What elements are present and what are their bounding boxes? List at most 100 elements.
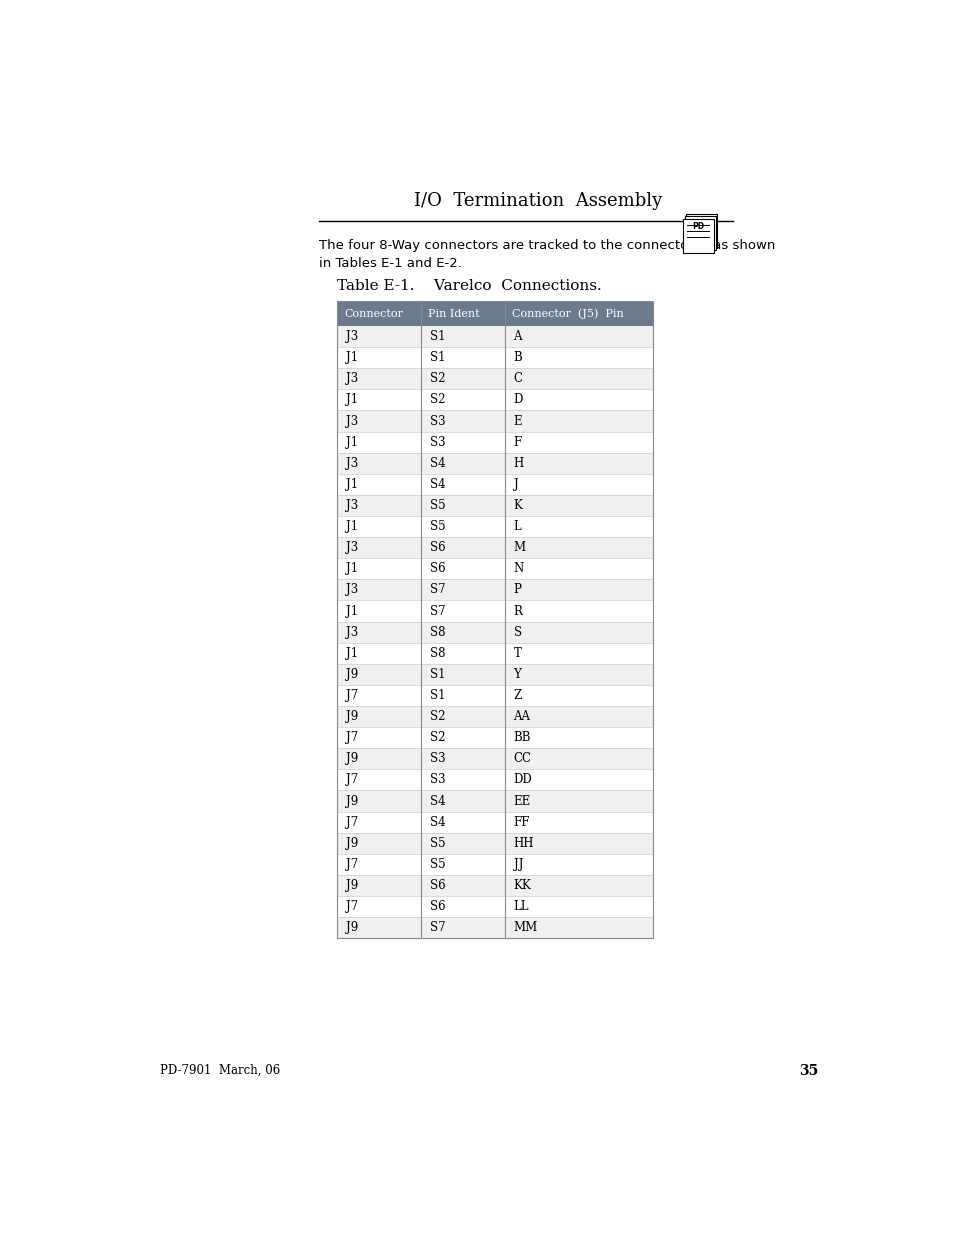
Text: J1: J1 <box>346 436 358 448</box>
Bar <box>337 347 653 368</box>
Text: E: E <box>513 415 521 427</box>
Bar <box>337 727 653 748</box>
Text: S1: S1 <box>430 668 445 680</box>
Text: EE: EE <box>513 794 530 808</box>
Text: S7: S7 <box>430 583 445 597</box>
Bar <box>337 748 653 769</box>
Text: CC: CC <box>513 752 531 766</box>
Text: S7: S7 <box>430 604 445 618</box>
Text: S8: S8 <box>430 647 445 659</box>
Text: J9: J9 <box>346 794 358 808</box>
Text: J: J <box>513 478 517 490</box>
Text: Connector: Connector <box>344 309 403 319</box>
Text: S6: S6 <box>430 879 445 892</box>
Bar <box>682 219 713 253</box>
Text: L: L <box>513 520 520 534</box>
Text: J1: J1 <box>346 394 358 406</box>
Text: 35: 35 <box>798 1063 817 1078</box>
Text: S3: S3 <box>430 415 445 427</box>
Text: Connector  (J5)  Pin: Connector (J5) Pin <box>512 309 623 319</box>
Bar <box>337 537 653 558</box>
Bar <box>337 642 653 663</box>
Text: J7: J7 <box>346 689 358 701</box>
Bar <box>337 410 653 431</box>
Text: J3: J3 <box>346 626 358 638</box>
Text: S1: S1 <box>430 689 445 701</box>
Bar <box>337 832 653 853</box>
Text: MM: MM <box>513 921 537 934</box>
Bar <box>337 495 653 516</box>
Text: S1: S1 <box>430 351 445 364</box>
Bar <box>337 474 653 495</box>
Bar <box>337 621 653 642</box>
Text: S5: S5 <box>430 520 445 534</box>
Text: BB: BB <box>513 731 531 745</box>
Text: FF: FF <box>513 815 530 829</box>
Text: S4: S4 <box>430 794 445 808</box>
Bar <box>337 874 653 897</box>
Bar <box>337 897 653 918</box>
Text: Z: Z <box>513 689 521 701</box>
Text: S2: S2 <box>430 710 445 722</box>
Text: J1: J1 <box>346 351 358 364</box>
Bar <box>337 558 653 579</box>
Text: AA: AA <box>513 710 530 722</box>
Bar <box>337 706 653 727</box>
Text: J1: J1 <box>346 647 358 659</box>
Text: J3: J3 <box>346 499 358 513</box>
Bar <box>337 516 653 537</box>
Bar <box>337 769 653 790</box>
Text: S8: S8 <box>430 626 445 638</box>
Text: S3: S3 <box>430 773 445 787</box>
Text: The four 8-Way connectors are tracked to the connectors.  as shown
in Tables E-1: The four 8-Way connectors are tracked to… <box>318 238 775 269</box>
Text: S2: S2 <box>430 394 445 406</box>
Bar <box>337 301 653 939</box>
Bar <box>337 790 653 811</box>
Text: J7: J7 <box>346 815 358 829</box>
Bar <box>337 579 653 600</box>
Bar <box>337 326 653 347</box>
Text: S6: S6 <box>430 541 445 555</box>
Text: J1: J1 <box>346 604 358 618</box>
Text: J9: J9 <box>346 921 358 934</box>
Bar <box>684 216 715 249</box>
Text: J9: J9 <box>346 837 358 850</box>
Text: J7: J7 <box>346 900 358 913</box>
Text: J3: J3 <box>346 415 358 427</box>
Text: S3: S3 <box>430 436 445 448</box>
Text: S4: S4 <box>430 478 445 490</box>
Text: M: M <box>513 541 525 555</box>
Bar <box>337 389 653 410</box>
Text: LL: LL <box>513 900 529 913</box>
Text: PD: PD <box>691 221 703 231</box>
Text: S2: S2 <box>430 731 445 745</box>
Text: JJ: JJ <box>513 858 522 871</box>
Text: S3: S3 <box>430 752 445 766</box>
Text: Pin Ident: Pin Ident <box>428 309 479 319</box>
Bar <box>337 368 653 389</box>
Text: J3: J3 <box>346 541 358 555</box>
Bar <box>337 811 653 832</box>
Text: S4: S4 <box>430 815 445 829</box>
Text: J1: J1 <box>346 562 358 576</box>
Text: Table E-1.    Varelco  Connections.: Table E-1. Varelco Connections. <box>337 279 601 294</box>
Text: J9: J9 <box>346 879 358 892</box>
Bar <box>337 853 653 874</box>
Bar <box>685 214 717 248</box>
Text: S1: S1 <box>430 330 445 343</box>
Text: J3: J3 <box>346 372 358 385</box>
Text: C: C <box>513 372 522 385</box>
Text: R: R <box>513 604 522 618</box>
Bar <box>337 431 653 453</box>
Text: S5: S5 <box>430 499 445 513</box>
Text: J1: J1 <box>346 520 358 534</box>
Text: A: A <box>513 330 521 343</box>
Bar <box>337 301 653 326</box>
Text: S: S <box>513 626 521 638</box>
Text: J9: J9 <box>346 710 358 722</box>
Text: S6: S6 <box>430 562 445 576</box>
Text: K: K <box>513 499 522 513</box>
Bar <box>337 918 653 939</box>
Bar <box>337 600 653 621</box>
Bar <box>337 453 653 474</box>
